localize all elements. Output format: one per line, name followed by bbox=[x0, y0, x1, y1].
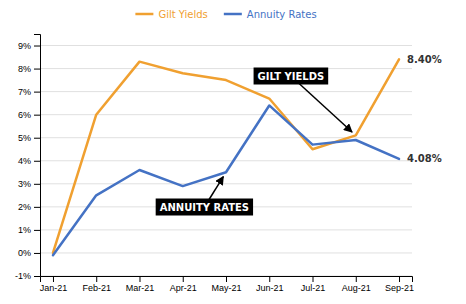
x-tick-mark bbox=[226, 276, 227, 282]
x-tick-mark bbox=[96, 276, 97, 282]
x-tick-label: Sep-21 bbox=[385, 283, 414, 293]
y-tick-mark bbox=[34, 184, 40, 185]
annotation-box bbox=[254, 68, 329, 85]
y-tick-label: 2% bbox=[18, 202, 31, 212]
x-tick-mark bbox=[139, 276, 140, 282]
y-tick-mark bbox=[34, 92, 40, 93]
annotation: ANNUITY RATES bbox=[156, 177, 253, 216]
legend-swatch bbox=[224, 13, 242, 16]
annotation: GILT YIELDS bbox=[254, 68, 353, 133]
x-tick: Jul-21 bbox=[301, 276, 326, 293]
y-tick: 3% bbox=[18, 179, 40, 189]
y-tick-label: 6% bbox=[18, 110, 31, 120]
grid-line bbox=[40, 252, 412, 253]
plot: -1% 0% 1% 2% 3% 4% 5% 6% 7% 8% 9% Jan-21 Feb-21 Mar-2… bbox=[15, 35, 442, 294]
grid-line bbox=[40, 45, 412, 46]
x-tick: Sep-21 bbox=[385, 276, 414, 293]
grid-line bbox=[40, 68, 412, 69]
y-tick: 6% bbox=[18, 110, 40, 120]
y-tick-label: 8% bbox=[18, 64, 31, 74]
x-tick-label: Apr-21 bbox=[170, 283, 197, 293]
x-tick: May-21 bbox=[211, 276, 241, 293]
legend-label: Annuity Rates bbox=[247, 9, 317, 20]
grid-line bbox=[40, 183, 412, 184]
value-label: 8.40% bbox=[407, 54, 442, 65]
y-tick-mark bbox=[34, 230, 40, 231]
series-line bbox=[53, 59, 399, 253]
y-tick: 4% bbox=[18, 156, 40, 166]
series-lines bbox=[53, 59, 399, 255]
x-tick: Jun-21 bbox=[256, 276, 284, 293]
x-tick: Jan-21 bbox=[40, 276, 68, 293]
legend-item: Annuity Rates bbox=[224, 9, 317, 20]
y-tick: 7% bbox=[18, 87, 40, 97]
x-tick-mark bbox=[53, 276, 54, 282]
value-labels: 8.40% 4.08% bbox=[407, 54, 442, 165]
y-tick-label: 4% bbox=[18, 156, 31, 166]
y-tick: 9% bbox=[18, 41, 40, 51]
y-tick: 8% bbox=[18, 64, 40, 74]
chart: -1% 0% 1% 2% 3% 4% 5% 6% 7% 8% 9% Jan-21 Feb-21 Mar-2… bbox=[0, 0, 466, 304]
y-tick-label: 1% bbox=[18, 225, 31, 235]
x-tick: Feb-21 bbox=[82, 276, 111, 293]
x-tick-label: Jul-21 bbox=[301, 283, 326, 293]
annotation-text: GILT YIELDS bbox=[258, 71, 325, 82]
y-tick-mark bbox=[34, 161, 40, 162]
y-tick-label: 5% bbox=[18, 133, 31, 143]
x-tick-mark bbox=[183, 276, 184, 282]
x-tick-label: Feb-21 bbox=[82, 283, 111, 293]
legend-swatch bbox=[135, 13, 153, 16]
x-tick-mark bbox=[269, 276, 270, 282]
value-label: 4.08% bbox=[407, 153, 442, 164]
x-tick-label: Jan-21 bbox=[40, 283, 68, 293]
x-tick: Mar-21 bbox=[126, 276, 155, 293]
x-tick: Apr-21 bbox=[170, 276, 197, 293]
grid-line bbox=[40, 137, 412, 138]
y-tick-mark bbox=[34, 207, 40, 208]
y-tick: 1% bbox=[18, 225, 40, 235]
y-tick: 0% bbox=[18, 248, 40, 258]
grid-line bbox=[40, 91, 412, 92]
x-tick-label: Aug-21 bbox=[342, 283, 371, 293]
x-tick-label: May-21 bbox=[211, 283, 241, 293]
y-tick-label: -1% bbox=[15, 271, 31, 281]
y-tick-label: 3% bbox=[18, 179, 31, 189]
y-tick-mark bbox=[34, 253, 40, 254]
y-axis: -1% 0% 1% 2% 3% 4% 5% 6% 7% 8% 9% bbox=[15, 35, 41, 282]
y-tick: 2% bbox=[18, 202, 40, 212]
y-tick-label: 9% bbox=[18, 41, 31, 51]
grid-line bbox=[40, 160, 412, 161]
x-tick-mark bbox=[399, 276, 400, 282]
annotations: GILT YIELDS ANNUITY RATES bbox=[156, 68, 352, 216]
grid bbox=[40, 46, 412, 276]
y-tick-label: 0% bbox=[18, 248, 31, 258]
x-axis: Jan-21 Feb-21 Mar-21 Apr-21 May-21 Jun-21 Jul-… bbox=[40, 276, 414, 293]
y-tick-label: 7% bbox=[18, 87, 31, 97]
y-tick-mark bbox=[34, 138, 40, 139]
y-tick-mark bbox=[34, 69, 40, 70]
x-tick-label: Mar-21 bbox=[126, 283, 155, 293]
x-tick-mark bbox=[356, 276, 357, 282]
annotation-text: ANNUITY RATES bbox=[160, 202, 249, 213]
y-tick: 5% bbox=[18, 133, 40, 143]
legend-label: Gilt Yields bbox=[158, 9, 207, 20]
y-tick: -1% bbox=[15, 271, 40, 281]
grid-line bbox=[40, 229, 412, 230]
y-tick-mark bbox=[34, 46, 40, 47]
x-tick-mark bbox=[313, 276, 314, 282]
legend-item: Gilt Yields bbox=[135, 9, 207, 20]
annotation-box bbox=[156, 199, 253, 216]
axis-domain bbox=[41, 277, 413, 283]
x-tick: Aug-21 bbox=[342, 276, 371, 293]
legend: Gilt Yields Annuity Rates bbox=[135, 9, 316, 20]
x-tick-label: Jun-21 bbox=[256, 283, 284, 293]
y-tick-mark bbox=[34, 115, 40, 116]
axis-domain bbox=[34, 35, 41, 277]
y-tick-mark bbox=[34, 276, 40, 277]
